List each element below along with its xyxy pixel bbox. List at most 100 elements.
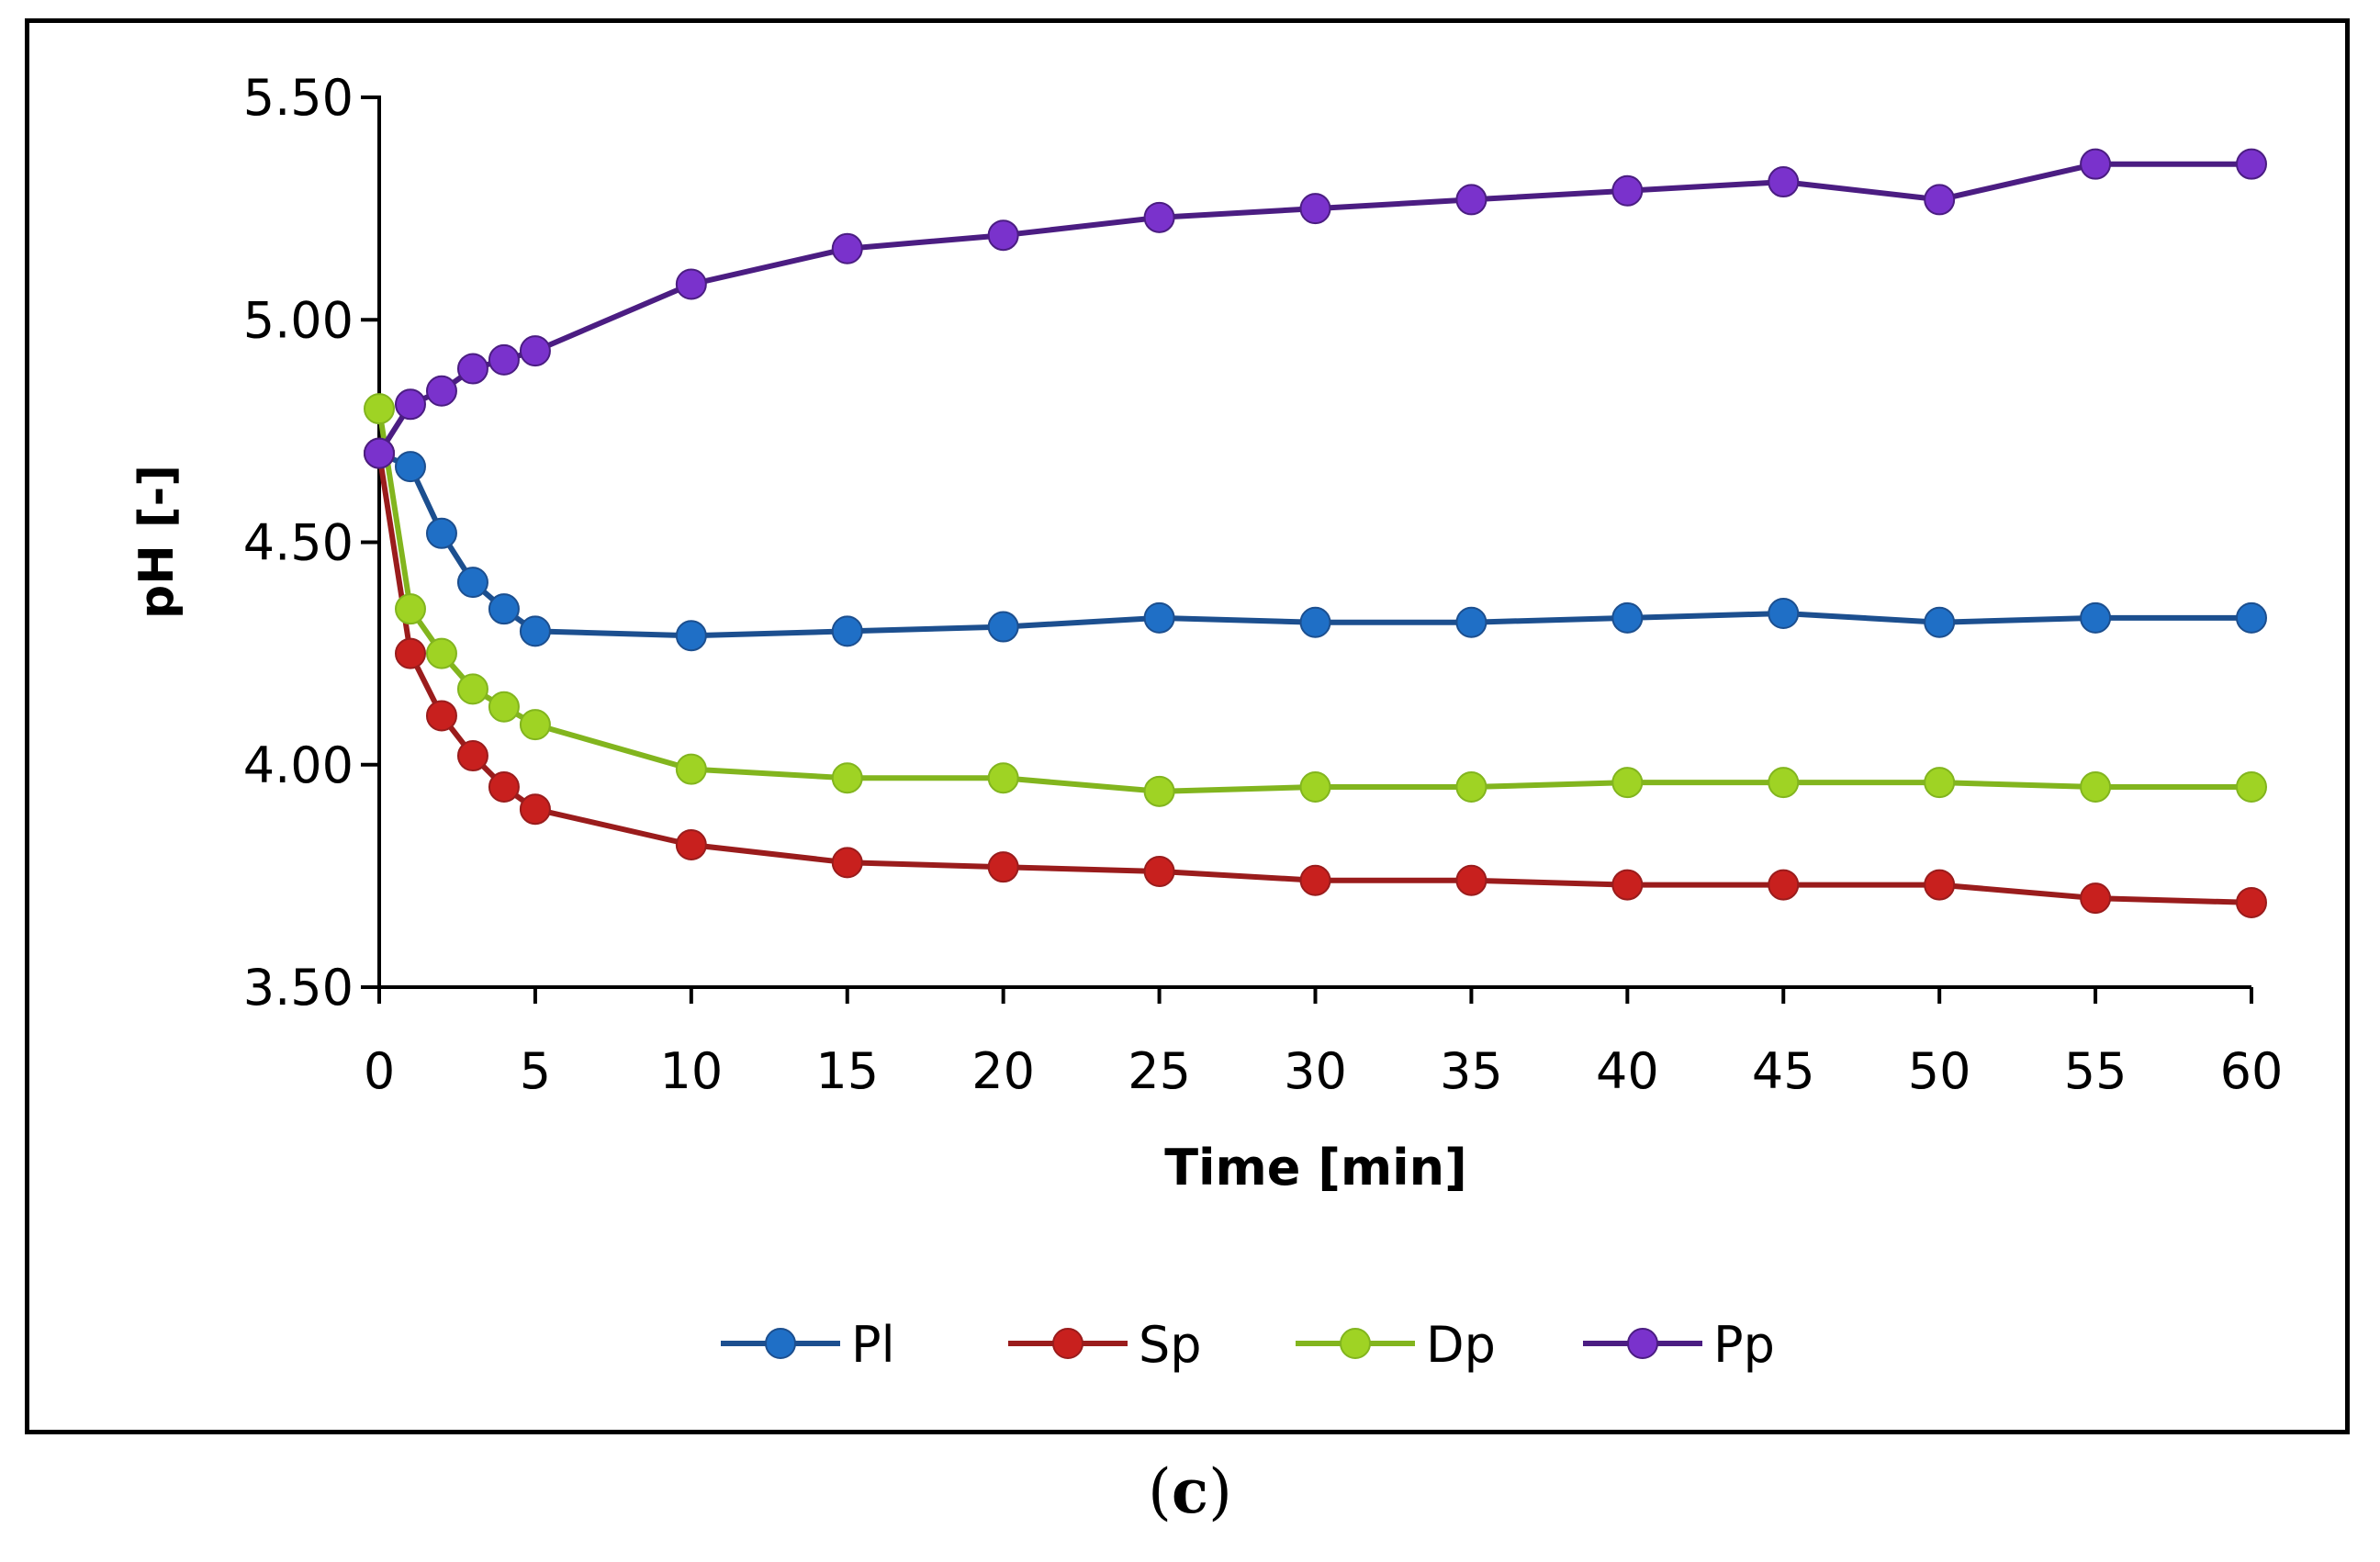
y-tick-label: 5.00: [243, 291, 354, 349]
series-sp: [364, 437, 2267, 918]
data-point-sp: [1299, 864, 1331, 896]
x-tick-label: 60: [2220, 1042, 2284, 1100]
data-point-pl: [425, 517, 457, 549]
data-point-sp: [1768, 869, 1800, 901]
data-point-sp: [987, 851, 1019, 883]
series-pp: [364, 148, 2267, 469]
data-point-sp: [425, 700, 457, 732]
data-point-pl: [1768, 598, 1800, 630]
legend-label: Dp: [1426, 1316, 1496, 1374]
x-tick-label: 35: [1440, 1042, 1503, 1100]
legend-label: Sp: [1139, 1316, 1202, 1374]
data-point-pl: [1924, 606, 1956, 638]
data-point-sp: [1143, 856, 1175, 888]
data-point-dp: [831, 762, 863, 794]
data-point-pp: [1455, 184, 1488, 216]
data-point-pl: [1611, 601, 1644, 634]
series-dp: [364, 393, 2267, 807]
data-point-pp: [364, 437, 395, 469]
data-point-dp: [1768, 767, 1800, 799]
legend-label: Pp: [1713, 1316, 1775, 1374]
chart-frame: [25, 18, 2350, 1434]
panel-label-open: (: [1148, 1456, 1172, 1527]
data-point-pl: [1455, 606, 1488, 638]
x-tick-label: 25: [1128, 1042, 1191, 1100]
x-tick-label: 10: [659, 1042, 723, 1100]
y-tick-label: 4.50: [243, 514, 354, 572]
data-point-pp: [394, 388, 426, 421]
legend-label: Pl: [851, 1316, 895, 1374]
data-point-pp: [1299, 193, 1331, 225]
legend-marker: [1052, 1328, 1083, 1359]
data-point-pl: [488, 593, 520, 625]
data-point-pp: [987, 219, 1019, 252]
data-point-pl: [2080, 601, 2112, 634]
data-point-pl: [2236, 601, 2267, 634]
legend-item-pp: Pp: [1583, 1316, 1775, 1374]
data-point-sp: [675, 828, 707, 860]
x-tick-label: 0: [364, 1042, 395, 1100]
data-point-dp: [425, 637, 457, 669]
data-point-dp: [1299, 770, 1331, 803]
data-point-sp: [488, 770, 520, 803]
data-point-pp: [456, 353, 488, 385]
legend-marker: [1340, 1328, 1371, 1359]
data-point-pl: [456, 567, 488, 599]
data-point-dp: [1455, 770, 1488, 803]
data-point-sp: [1924, 869, 1956, 901]
x-tick-label: 20: [971, 1042, 1035, 1100]
data-point-pp: [831, 232, 863, 264]
data-point-pl: [675, 620, 707, 652]
y-tick-label: 5.50: [243, 69, 354, 127]
x-axis-label: Time [min]: [1164, 1139, 1467, 1197]
data-point-pl: [519, 615, 551, 647]
x-tick-label: 55: [2064, 1042, 2127, 1100]
series-line-sp: [376, 453, 2252, 905]
data-point-pp: [2080, 148, 2112, 180]
panel-label-letter: c: [1171, 1455, 1209, 1527]
data-point-sp: [1611, 869, 1644, 901]
data-point-pp: [1143, 201, 1175, 233]
data-point-dp: [1611, 767, 1644, 799]
panel-label-close: ): [1208, 1456, 1232, 1527]
series-layer: [364, 148, 2267, 918]
data-point-dp: [364, 393, 395, 425]
data-point-pp: [675, 268, 707, 300]
data-point-pp: [2236, 148, 2267, 180]
data-point-pp: [425, 375, 457, 407]
y-tick-label: 4.00: [243, 736, 354, 794]
data-point-pl: [987, 611, 1019, 643]
data-point-pl: [1299, 606, 1331, 638]
x-tick-label: 45: [1752, 1042, 1815, 1100]
legend: Pl Sp Dp Pp: [721, 1316, 1775, 1374]
legend-marker: [1627, 1328, 1658, 1359]
data-point-sp: [456, 740, 488, 772]
series-line-dp: [376, 408, 2251, 794]
y-axis-label: pH [-]: [129, 465, 185, 619]
data-point-pl: [1143, 601, 1175, 634]
y-tick-label: 3.50: [243, 959, 354, 1017]
data-point-dp: [394, 593, 426, 625]
data-point-pp: [519, 335, 551, 367]
data-point-dp: [2080, 770, 2112, 803]
data-point-sp: [831, 847, 863, 879]
data-point-dp: [519, 709, 551, 741]
data-point-pp: [1924, 184, 1956, 216]
data-point-pp: [488, 343, 520, 376]
legend-marker: [765, 1328, 796, 1359]
x-tick-label: 5: [520, 1042, 551, 1100]
data-point-pl: [831, 615, 863, 647]
data-point-pp: [1611, 174, 1644, 207]
data-point-dp: [1924, 767, 1956, 799]
data-point-sp: [519, 793, 551, 826]
data-point-sp: [1455, 864, 1488, 896]
x-tick-label: 50: [1908, 1042, 1971, 1100]
series-pl: [364, 437, 2267, 652]
data-point-dp: [1143, 775, 1175, 807]
data-point-sp: [2080, 882, 2112, 915]
legend-item-pl: Pl: [721, 1316, 895, 1374]
data-point-dp: [488, 691, 520, 723]
data-point-sp: [2236, 886, 2267, 918]
x-tick-label: 30: [1284, 1042, 1347, 1100]
